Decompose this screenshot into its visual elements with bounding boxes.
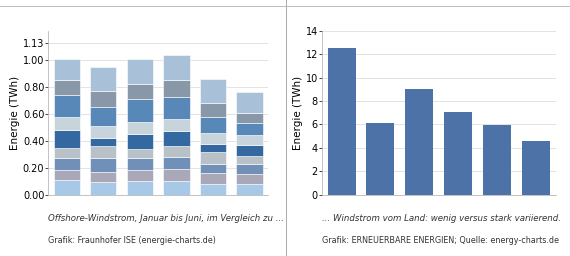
Bar [90, 107, 116, 126]
Bar [54, 147, 80, 158]
Bar [328, 48, 356, 195]
Bar [90, 67, 116, 91]
Bar [200, 79, 226, 103]
Bar [127, 59, 153, 84]
Bar [163, 181, 190, 195]
Bar [54, 117, 80, 130]
Bar [200, 133, 226, 144]
Bar [237, 123, 263, 135]
Bar [54, 180, 80, 195]
Bar [200, 103, 226, 117]
Bar [163, 55, 190, 80]
Text: Grafik: Fraunhofer ISE (energie-charts.de): Grafik: Fraunhofer ISE (energie-charts.d… [48, 236, 217, 245]
Bar [90, 183, 116, 195]
Y-axis label: Energie (TWh): Energie (TWh) [293, 76, 303, 150]
Text: Grafik: ERNEUERBARE ENERGIEN; Quelle: energy-charts.de: Grafik: ERNEUERBARE ENERGIEN; Quelle: en… [322, 236, 559, 245]
Bar [163, 97, 190, 119]
Bar [54, 80, 80, 95]
Bar [163, 157, 190, 169]
Bar [163, 146, 190, 157]
Bar [367, 123, 394, 195]
Bar [237, 184, 263, 195]
Text: ... Windstrom vom Land: wenig versus stark variierend.: ... Windstrom vom Land: wenig versus sta… [322, 215, 561, 223]
Bar [237, 156, 263, 164]
Bar [54, 158, 80, 170]
Bar [522, 141, 550, 195]
Bar [483, 125, 511, 195]
Bar [200, 184, 226, 195]
Bar [237, 145, 263, 156]
Bar [237, 92, 263, 113]
Bar [127, 170, 153, 181]
Bar [163, 131, 190, 146]
Bar [54, 130, 80, 147]
Text: Offshore-Windstrom, Januar bis Juni, im Vergleich zu ...: Offshore-Windstrom, Januar bis Juni, im … [48, 215, 284, 223]
Bar [445, 112, 473, 195]
Bar [200, 144, 226, 152]
Bar [237, 113, 263, 123]
Bar [200, 152, 226, 164]
Bar [237, 135, 263, 145]
Bar [237, 164, 263, 174]
Bar [405, 89, 433, 195]
Y-axis label: Energie (TWh): Energie (TWh) [10, 76, 20, 150]
Bar [200, 173, 226, 184]
Bar [127, 122, 153, 134]
Bar [54, 95, 80, 117]
Bar [127, 134, 153, 149]
Bar [237, 174, 263, 184]
Bar [163, 80, 190, 97]
Bar [163, 169, 190, 181]
Bar [90, 91, 116, 107]
Bar [127, 99, 153, 122]
Bar [200, 164, 226, 173]
Bar [90, 146, 116, 158]
Bar [54, 170, 80, 180]
Bar [54, 59, 80, 80]
Bar [163, 119, 190, 131]
Bar [90, 172, 116, 183]
Bar [127, 149, 153, 158]
Bar [90, 126, 116, 138]
Bar [127, 84, 153, 99]
Bar [127, 158, 153, 170]
Bar [200, 117, 226, 133]
Bar [90, 138, 116, 146]
Bar [127, 181, 153, 195]
Bar [90, 158, 116, 172]
